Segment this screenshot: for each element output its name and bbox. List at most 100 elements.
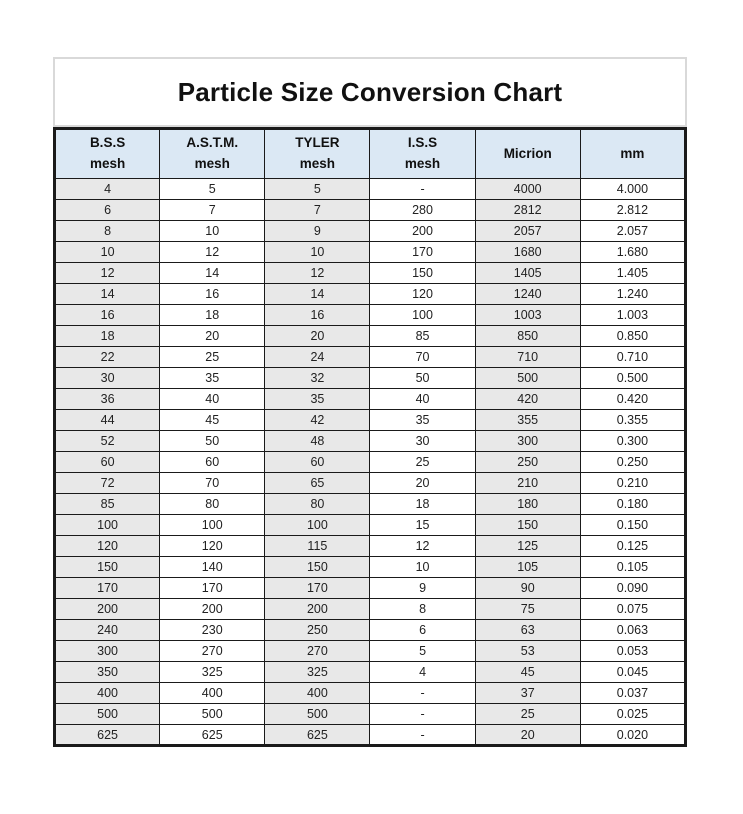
table-cell-iss: 120 bbox=[369, 283, 476, 305]
table-cell-bss: 72 bbox=[53, 472, 161, 494]
table-cell-tyler: 48 bbox=[264, 430, 371, 452]
table-cell-astm: 325 bbox=[159, 661, 266, 683]
table-cell-tyler: 170 bbox=[264, 577, 371, 599]
table-cell-tyler: 250 bbox=[264, 619, 371, 641]
table-cell-bss: 400 bbox=[53, 682, 161, 704]
table-cell-bss: 240 bbox=[53, 619, 161, 641]
table-header-row: B.S.S mesh A.S.T.M. mesh TYLER mesh I.S.S mesh M… bbox=[53, 128, 687, 179]
table-cell-tyler: 24 bbox=[264, 346, 371, 368]
table-cell-astm: 270 bbox=[159, 640, 266, 662]
table-cell-astm: 500 bbox=[159, 703, 266, 725]
table-cell-mm: 0.063 bbox=[579, 619, 687, 641]
table-cell-iss: - bbox=[369, 724, 476, 746]
column-header-bss: B.S.S mesh bbox=[53, 128, 161, 179]
table-cell-tyler: 80 bbox=[264, 493, 371, 515]
table-row: 150 140 150 10 105 0.105 bbox=[53, 556, 687, 578]
table-cell-bss: 6 bbox=[53, 199, 161, 221]
table-row: 8 10 9 200 2057 2.057 bbox=[53, 220, 687, 242]
table-cell-astm: 625 bbox=[159, 724, 266, 746]
table-cell-iss: 4 bbox=[369, 661, 476, 683]
table-cell-micrion: 1240 bbox=[474, 283, 581, 305]
table-cell-astm: 35 bbox=[159, 367, 266, 389]
table-cell-tyler: 42 bbox=[264, 409, 371, 431]
table-cell-astm: 12 bbox=[159, 241, 266, 263]
table-row: 625 625 625-20 0.020 bbox=[53, 724, 687, 746]
table-row: 170 170 170 9 90 0.090 bbox=[53, 577, 687, 599]
table-cell-astm: 170 bbox=[159, 577, 266, 599]
table-cell-tyler: 200 bbox=[264, 598, 371, 620]
table-cell-mm: 1.003 bbox=[579, 304, 687, 326]
table-cell-tyler: 20 bbox=[264, 325, 371, 347]
table-cell-bss: 44 bbox=[53, 409, 161, 431]
table-cell-astm: 60 bbox=[159, 451, 266, 473]
table-cell-micrion: 37 bbox=[474, 682, 581, 704]
table-cell-mm: 0.420 bbox=[579, 388, 687, 410]
table-cell-astm: 20 bbox=[159, 325, 266, 347]
table-cell-mm: 0.090 bbox=[579, 577, 687, 599]
table-cell-iss: 20 bbox=[369, 472, 476, 494]
table-cell-iss: 18 bbox=[369, 493, 476, 515]
table-row: 52 50 48 30 300 0.300 bbox=[53, 430, 687, 452]
table-cell-iss: 35 bbox=[369, 409, 476, 431]
table-cell-iss: 15 bbox=[369, 514, 476, 536]
table-cell-mm: 0.355 bbox=[579, 409, 687, 431]
table-cell-tyler: 9 bbox=[264, 220, 371, 242]
table-cell-mm: 2.057 bbox=[579, 220, 687, 242]
table-row: 240 230 250 6 63 0.063 bbox=[53, 619, 687, 641]
table-cell-micrion: 105 bbox=[474, 556, 581, 578]
table-cell-bss: 8 bbox=[53, 220, 161, 242]
table-cell-micrion: 250 bbox=[474, 451, 581, 473]
table-row: 100 100 100 15 150 0.150 bbox=[53, 514, 687, 536]
table-cell-tyler: 500 bbox=[264, 703, 371, 725]
table-row: 10 12 10 170 1680 1.680 bbox=[53, 241, 687, 263]
table-row: 4 5 5-4000 4.000 bbox=[53, 178, 687, 200]
table-row: 12 14 12 150 1405 1.405 bbox=[53, 262, 687, 284]
table-cell-mm: 0.210 bbox=[579, 472, 687, 494]
table-cell-tyler: 7 bbox=[264, 199, 371, 221]
table-cell-bss: 150 bbox=[53, 556, 161, 578]
table-cell-bss: 100 bbox=[53, 514, 161, 536]
table-cell-bss: 52 bbox=[53, 430, 161, 452]
table-cell-tyler: 270 bbox=[264, 640, 371, 662]
table-row: 44 45 42 35 355 0.355 bbox=[53, 409, 687, 431]
content-panel: Particle Size Conversion Chart B.S.S mesh… bbox=[53, 57, 687, 747]
table-cell-astm: 100 bbox=[159, 514, 266, 536]
table-cell-iss: 85 bbox=[369, 325, 476, 347]
table-cell-bss: 30 bbox=[53, 367, 161, 389]
table-cell-micrion: 20 bbox=[474, 724, 581, 746]
table-cell-bss: 14 bbox=[53, 283, 161, 305]
table-cell-mm: 0.020 bbox=[579, 724, 687, 746]
table-cell-bss: 22 bbox=[53, 346, 161, 368]
table-cell-mm: 0.250 bbox=[579, 451, 687, 473]
table-cell-micrion: 210 bbox=[474, 472, 581, 494]
table-cell-iss: 70 bbox=[369, 346, 476, 368]
table-cell-bss: 120 bbox=[53, 535, 161, 557]
table-cell-astm: 230 bbox=[159, 619, 266, 641]
column-header-sublabel: mesh bbox=[194, 156, 230, 171]
particle-size-conversion-table: B.S.S mesh A.S.T.M. mesh TYLER mesh I.S.S mesh M… bbox=[53, 127, 687, 747]
table-cell-iss: 12 bbox=[369, 535, 476, 557]
table-cell-micrion: 125 bbox=[474, 535, 581, 557]
table-header: B.S.S mesh A.S.T.M. mesh TYLER mesh I.S.S mesh M… bbox=[53, 128, 687, 179]
table-row: 200 200 200 8 75 0.075 bbox=[53, 598, 687, 620]
table-cell-micrion: 63 bbox=[474, 619, 581, 641]
table-cell-astm: 45 bbox=[159, 409, 266, 431]
table-cell-mm: 0.180 bbox=[579, 493, 687, 515]
table-cell-micrion: 300 bbox=[474, 430, 581, 452]
table-cell-bss: 4 bbox=[53, 178, 161, 200]
column-header-label: mm bbox=[620, 145, 645, 161]
table-cell-tyler: 16 bbox=[264, 304, 371, 326]
table-cell-tyler: 65 bbox=[264, 472, 371, 494]
table-row: 6 7 7 280 2812 2.812 bbox=[53, 199, 687, 221]
table-cell-micrion: 2057 bbox=[474, 220, 581, 242]
table-cell-iss: 8 bbox=[369, 598, 476, 620]
table-row: 72 70 65 20 210 0.210 bbox=[53, 472, 687, 494]
table-cell-astm: 50 bbox=[159, 430, 266, 452]
table-cell-mm: 1.680 bbox=[579, 241, 687, 263]
table-cell-micrion: 1003 bbox=[474, 304, 581, 326]
table-cell-micrion: 45 bbox=[474, 661, 581, 683]
table-cell-bss: 200 bbox=[53, 598, 161, 620]
table-cell-bss: 350 bbox=[53, 661, 161, 683]
table-cell-tyler: 115 bbox=[264, 535, 371, 557]
table-row: 14 16 14 120 1240 1.240 bbox=[53, 283, 687, 305]
